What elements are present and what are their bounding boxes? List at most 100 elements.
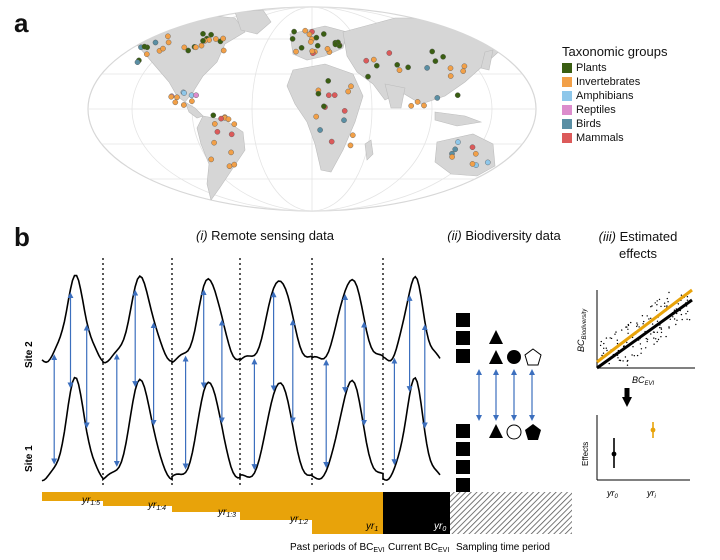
scatter-point <box>631 354 633 356</box>
site1-label: Site 1 <box>24 445 35 472</box>
legend-label: Birds <box>576 118 602 130</box>
scatter-point <box>627 359 629 362</box>
scatter-point <box>648 318 650 320</box>
scatter-point <box>668 291 670 294</box>
scatter-point <box>672 316 674 318</box>
sample-site-point <box>193 44 199 51</box>
period-label-6: yr0 <box>433 521 446 533</box>
sample-site-point <box>460 68 467 74</box>
scatter-point <box>673 318 676 320</box>
scatter-point <box>630 321 632 324</box>
pentagon-symbol <box>525 424 541 440</box>
scatter-point <box>663 302 666 304</box>
scatter-point <box>645 347 647 349</box>
effects-plot: Effects yr0 yri <box>581 415 690 500</box>
scatter-point <box>656 340 658 343</box>
scatter-point <box>627 332 629 334</box>
sample-site-point <box>429 48 436 55</box>
period-bar-2 <box>103 496 172 506</box>
sample-site-point <box>394 62 401 68</box>
sample-site-point <box>165 33 171 40</box>
sample-site-point <box>432 58 439 64</box>
site1-evi-curve <box>41 376 441 482</box>
effect-point-yr0 <box>611 451 617 457</box>
legend-item-mammals: Mammals <box>562 131 668 145</box>
triangle-symbol <box>489 424 503 438</box>
scatter-point <box>616 342 619 345</box>
scatter-point <box>638 326 640 328</box>
sample-site-point <box>472 150 479 157</box>
sample-site-point <box>405 64 411 71</box>
scatter-point <box>656 320 659 322</box>
sample-site-point <box>455 139 461 145</box>
scatter-point <box>650 306 652 308</box>
sample-site-point <box>469 144 476 150</box>
scatter-point <box>636 324 639 326</box>
pentagon-symbol <box>524 348 542 366</box>
sample-site-point <box>324 46 331 52</box>
scatter-point <box>608 362 610 365</box>
scatter-point <box>668 326 670 328</box>
scatter-point <box>685 313 687 315</box>
panel-b-diagram: Site 2 Site 1 yr1:5 yr1:4 yr1:3 yr1:2 yr… <box>24 258 695 554</box>
sample-site-point <box>172 99 179 106</box>
square-symbol <box>456 442 470 456</box>
sample-site-point <box>231 121 238 127</box>
scatter-point <box>633 355 635 357</box>
legend-swatch <box>562 77 572 87</box>
scatter-point <box>605 337 608 339</box>
sample-site-point <box>386 50 393 56</box>
circle-symbol <box>507 350 521 364</box>
scatter-point <box>641 315 644 317</box>
legend-item-plants: Plants <box>562 61 668 75</box>
scatter-point <box>605 347 607 349</box>
sample-site-point <box>461 63 468 70</box>
scatter-point <box>675 323 677 326</box>
scatter-point <box>666 297 668 300</box>
sample-site-point <box>181 44 188 51</box>
square-symbol <box>456 331 470 345</box>
sample-site-point <box>313 34 320 41</box>
sample-site-point <box>349 132 356 138</box>
legend-item-birds: Birds <box>562 117 668 131</box>
sample-site-point <box>341 108 348 114</box>
scatter-point <box>599 344 602 347</box>
scatter-point <box>627 323 629 326</box>
period-label-2: yr1:4 <box>147 500 166 512</box>
scatter-point <box>657 338 660 341</box>
scatter-point <box>655 338 657 340</box>
legend-item-amphibians: Amphibians <box>562 89 668 103</box>
scatter-plot: BCBiodiversity BCEVI <box>576 288 695 387</box>
legend-title: Taxonomic groups <box>562 44 668 59</box>
sample-site-point <box>484 159 491 166</box>
sample-site-point <box>449 154 455 160</box>
scatter-point <box>681 318 683 321</box>
section-iii-num: (iii) <box>598 229 616 244</box>
scatter-point <box>621 329 623 331</box>
sample-site-point <box>218 115 224 122</box>
square-symbol <box>456 349 470 363</box>
scatter-point <box>622 360 624 362</box>
sample-site-point <box>348 83 354 90</box>
scatter-point <box>609 337 611 339</box>
scatter-point <box>640 352 642 354</box>
scatter-point <box>676 312 678 315</box>
scatter-point <box>680 294 683 296</box>
sample-site-point <box>193 92 199 98</box>
triangle-symbol <box>489 350 503 364</box>
scatter-point <box>654 302 656 304</box>
current-period-label: Current BCEVI <box>388 542 449 554</box>
sample-site-point <box>452 146 459 153</box>
sample-site-point <box>211 139 217 146</box>
biodiversity-site2 <box>456 313 542 366</box>
sample-site-point <box>469 161 476 167</box>
scatter-point <box>650 317 652 319</box>
effect-point-yri <box>650 427 656 433</box>
sample-site-point <box>289 36 296 42</box>
biodiversity-site1 <box>456 424 541 492</box>
triangle-symbol <box>489 330 503 344</box>
sample-site-point <box>181 90 187 96</box>
sample-site-point <box>200 30 206 37</box>
sample-site-point <box>228 131 235 138</box>
sample-site-point <box>168 94 174 100</box>
